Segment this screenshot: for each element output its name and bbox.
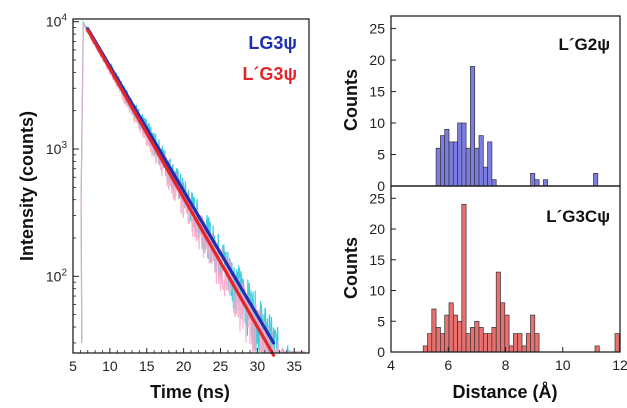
histogram-top-bar-5: [452, 141, 458, 187]
histogram-top-y-tick-label-20: 20: [369, 52, 385, 68]
histogram-top-bar-4: [448, 141, 454, 187]
histogram-bottom-bar-14: [478, 327, 484, 353]
histogram-bottom-label: L´G3Cψ: [546, 207, 610, 226]
histogram-bottom-bar-27: [534, 333, 540, 353]
histogram-bottom-bar-1: [422, 345, 428, 353]
histogram-top-bar-12: [482, 166, 488, 187]
histogram-bottom-bar-21: [508, 345, 514, 353]
histogram-top-bar-13: [487, 141, 493, 187]
histogram-bottom-y-ticks: 0 5 10 15 20 25: [369, 190, 396, 360]
histogram-bottom-bar-2: [427, 333, 433, 353]
histogram-bottom-bar-18: [495, 271, 501, 353]
histogram-top-bars: [435, 66, 599, 187]
histogram-top-y-axis-title: Counts: [341, 69, 361, 131]
histogram-bottom-y-tick-label-25: 25: [369, 190, 385, 206]
histogram-bottom-bar-4: [435, 327, 441, 353]
histogram-bottom-x-tick-label-6: 6: [444, 357, 452, 373]
histogram-top-y-ticks: 0 5 10 15 20 25: [369, 21, 396, 194]
histogram-top-bar-7: [461, 122, 467, 187]
histogram-bottom-bar-24: [521, 345, 527, 353]
decay-x-tick-label-15: 15: [139, 358, 155, 374]
histogram-top-label: L´G2ψ: [558, 35, 610, 54]
histogram-top-y-tick-label-0: 0: [377, 178, 385, 194]
histogram-bottom-bar-20: [504, 314, 510, 353]
histogram-bottom-bar-29: [614, 333, 620, 353]
histogram-bottom-bar-10: [461, 204, 467, 353]
histogram-bottom-bar-11: [465, 333, 471, 353]
decay-y-tick-label: 102: [46, 267, 68, 284]
histogram-top-bar-3: [444, 128, 450, 187]
decay-y-tick-label: 104: [46, 13, 68, 30]
histogram-bottom-bar-7: [448, 302, 454, 353]
histogram-bottom-x-tick-label-12: 12: [612, 357, 627, 373]
histogram-top-bar-15: [530, 173, 536, 187]
histogram-top-bar-2: [440, 135, 446, 187]
histogram-bottom-x-axis-title: Distance (Å): [452, 382, 557, 402]
decay-x-tick-label-20: 20: [176, 358, 192, 374]
histogram-bottom-bar-9: [457, 320, 463, 353]
histogram-bottom-bar-22: [513, 333, 519, 353]
histogram-bottom-bar-5: [440, 333, 446, 353]
histogram-bottom-x-tick-label-8: 8: [502, 357, 510, 373]
histogram-bottom-bar-23: [517, 333, 523, 353]
histogram-top: 0 5 10 15 20 25 L´G2ψ Counts: [341, 15, 621, 194]
histogram-bottom-bar-15: [482, 333, 488, 353]
legend-label-series-1: LG3ψ: [248, 33, 297, 53]
histogram-top-y-tick-label-15: 15: [369, 84, 385, 100]
decay-x-tick-label-10: 10: [102, 358, 118, 374]
decay-plot-area: [80, 20, 305, 357]
histogram-bottom-bar-3: [431, 308, 437, 353]
histogram-bottom-bar-19: [500, 302, 506, 353]
legend-label-series-2: L´G3ψ: [242, 64, 297, 84]
histogram-bottom-bar-28: [594, 345, 600, 353]
histogram-top-bar-9: [470, 66, 476, 187]
fit-line-series-2: [86, 28, 276, 357]
histogram-top-y-tick-label-5: 5: [377, 147, 385, 163]
histogram-top-bar-16: [534, 179, 540, 187]
histogram-top-bar-10: [474, 147, 480, 187]
histogram-bottom-bar-16: [487, 333, 493, 353]
decay-x-tick-label-25: 25: [213, 358, 229, 374]
histogram-top-bar-6: [457, 122, 463, 187]
histogram-bottom-y-tick-label-20: 20: [369, 221, 385, 237]
decay-x-axis-title: Time (ns): [150, 382, 230, 402]
histogram-top-bar-11: [478, 135, 484, 187]
histogram-top-bar-1: [435, 147, 441, 187]
histogram-top-y-tick-label-10: 10: [369, 115, 385, 131]
decay-x-ticks: 5 10 15 20 25 30 35: [69, 348, 302, 374]
histogram-bottom-bar-13: [474, 320, 480, 353]
histogram-top-bar-17: [543, 179, 549, 187]
histogram-bottom: 0 5 10 15 20 25 4 6 8 10 12 L´G3Cψ Counts Distanc…: [341, 185, 627, 402]
decay-y-ticks: 104 103 102: [46, 13, 79, 344]
histogram-bottom-bar-8: [452, 314, 458, 353]
decay-x-tick-label-35: 35: [286, 358, 302, 374]
histogram-bottom-bar-25: [525, 333, 531, 353]
histogram-bottom-bar-17: [491, 327, 497, 353]
decay-y-tick-label: 103: [46, 140, 68, 157]
histogram-top-bar-14: [491, 179, 497, 187]
histogram-bottom-y-axis-title: Counts: [341, 237, 361, 299]
histogram-bottom-x-tick-label-4: 4: [387, 357, 395, 373]
histogram-bottom-x-tick-label-10: 10: [555, 357, 571, 373]
decay-x-tick-label-30: 30: [250, 358, 266, 374]
histogram-bottom-bar-26: [530, 314, 536, 353]
histogram-top-bar-8: [465, 147, 471, 187]
histogram-top-y-tick-label-25: 25: [369, 21, 385, 37]
histogram-bottom-bar-12: [470, 327, 476, 353]
histogram-bottom-y-tick-label-0: 0: [377, 344, 385, 360]
decay-y-axis-title: Intensity (counts): [17, 111, 37, 261]
histogram-bottom-bars: [422, 204, 620, 353]
decay-x-tick-label-5: 5: [69, 358, 77, 374]
decay-panel: 5 10 15 20 25 30 35 104 103 102 LG3ψ L´G3ψ Time …: [17, 13, 310, 402]
histogram-bottom-y-tick-label-10: 10: [369, 283, 385, 299]
histogram-top-bar-18: [593, 173, 599, 187]
histogram-bottom-bar-6: [444, 314, 450, 353]
histogram-bottom-y-tick-label-15: 15: [369, 252, 385, 268]
histogram-bottom-y-tick-label-5: 5: [377, 313, 385, 329]
histogram-bottom-x-ticks: 4 6 8 10 12: [387, 347, 627, 373]
